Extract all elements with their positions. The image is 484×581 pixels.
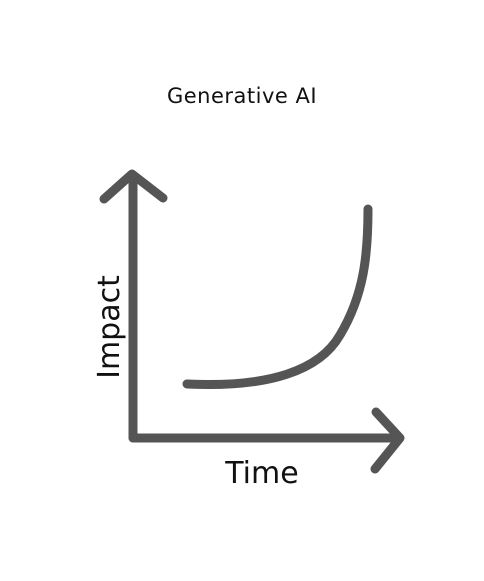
y-axis-label: Impact: [90, 272, 130, 382]
growth-curve: [187, 209, 368, 385]
x-axis-label: Time: [222, 456, 302, 491]
